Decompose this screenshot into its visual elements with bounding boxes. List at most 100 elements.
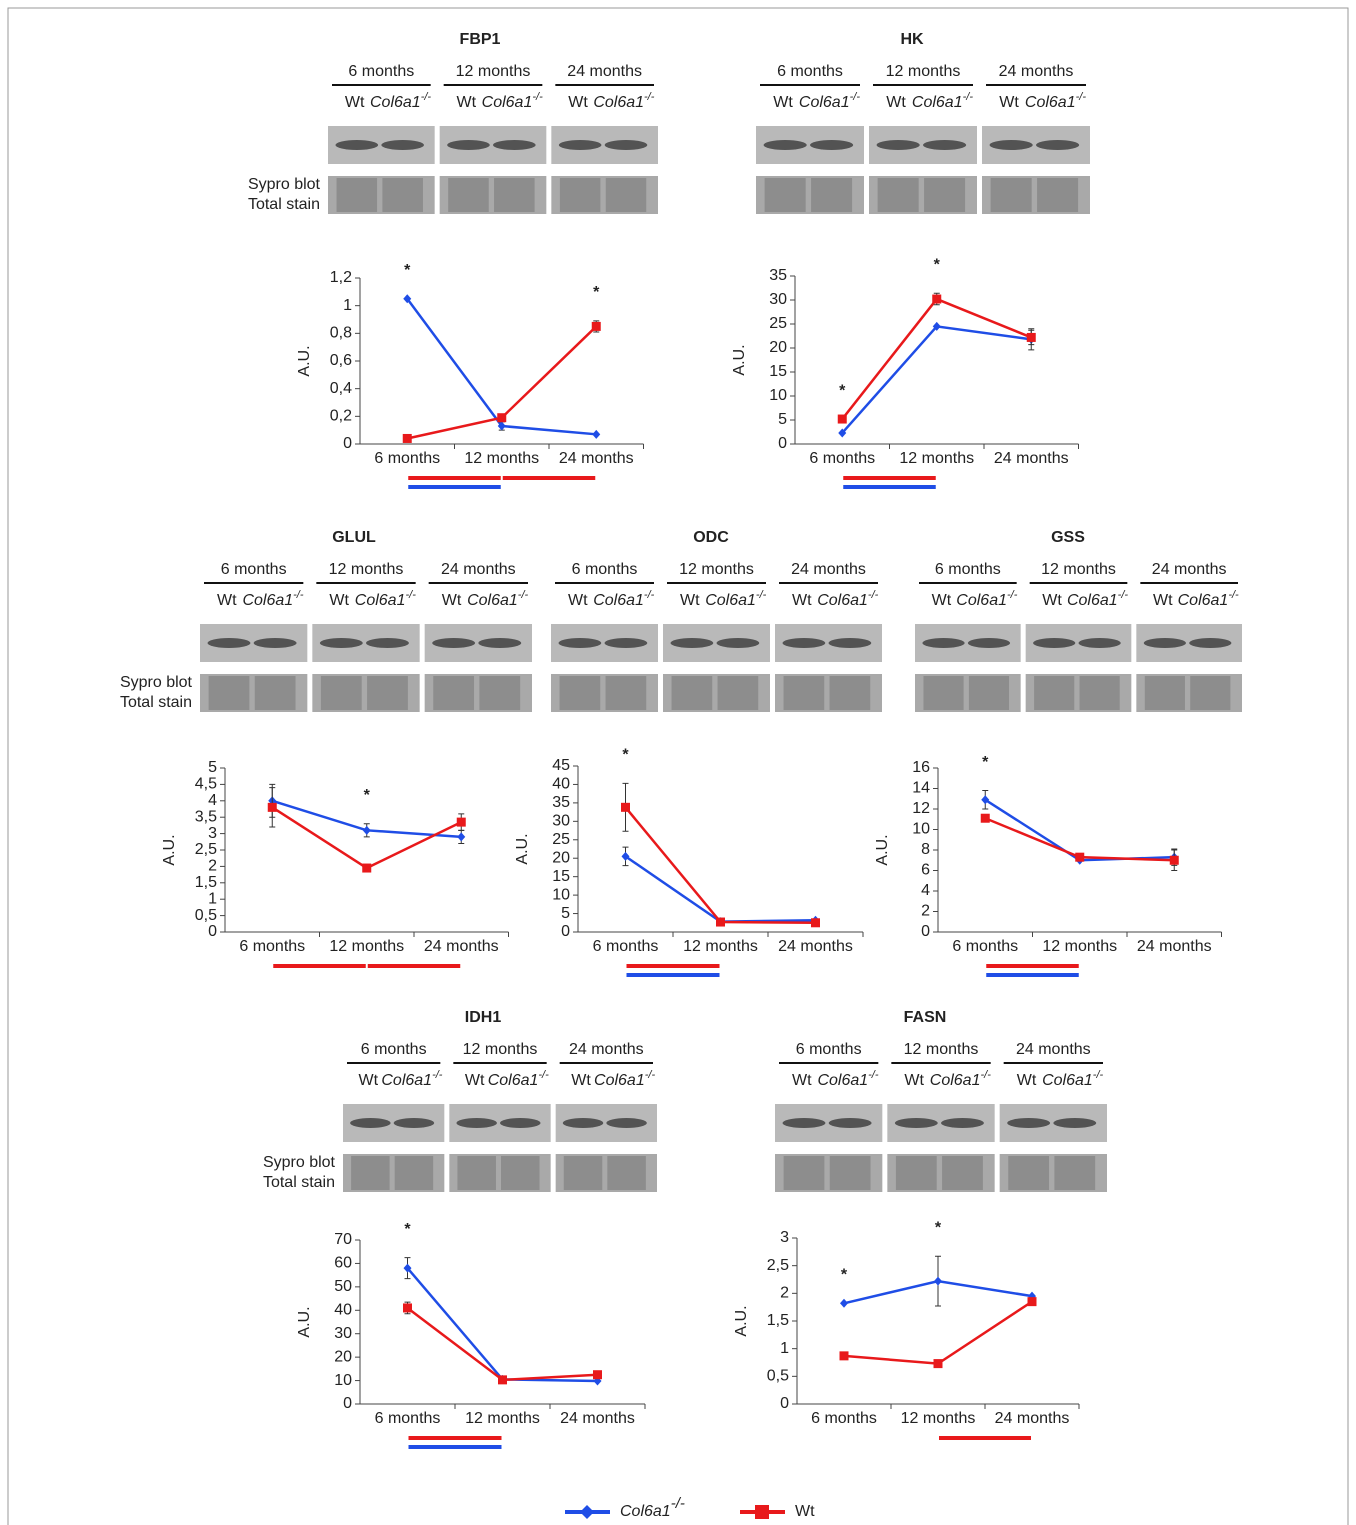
- stain-lane: [209, 676, 250, 710]
- blot-band: [447, 140, 490, 150]
- blot-band: [478, 638, 521, 648]
- panel-title: IDH1: [465, 1009, 502, 1026]
- x-tick-label: 12 months: [464, 450, 539, 467]
- blot-group-label: 6 months: [361, 1041, 427, 1058]
- stain-lane: [367, 676, 408, 710]
- y-tick-label: 3: [780, 1229, 789, 1246]
- lane-label: Wt: [1153, 592, 1173, 609]
- y-tick-label: 0: [343, 435, 352, 452]
- marker-square: [1027, 333, 1036, 342]
- y-tick-label: 1: [780, 1340, 789, 1357]
- stain-lane: [606, 676, 647, 710]
- y-axis-label: A.U.: [296, 345, 313, 376]
- lane-label: Wt: [1042, 592, 1062, 609]
- y-tick-label: 8: [921, 841, 930, 858]
- x-tick-label: 24 months: [1137, 938, 1212, 955]
- stain-lane: [321, 676, 362, 710]
- stain-lane: [969, 676, 1009, 710]
- legend-marker: [580, 1505, 594, 1519]
- stain-lane: [1054, 1156, 1095, 1190]
- x-tick-label: 24 months: [994, 450, 1069, 467]
- blot-band: [559, 140, 602, 150]
- y-tick-label: 2,5: [767, 1257, 789, 1274]
- blot-band: [829, 638, 872, 648]
- lane-label-name: Col6a1: [370, 94, 421, 111]
- x-tick-label: 24 months: [995, 1410, 1070, 1427]
- y-axis-label: A.U.: [514, 833, 531, 864]
- y-tick-label: 2: [921, 903, 930, 920]
- x-tick-label: 24 months: [424, 938, 499, 955]
- marker-square: [1028, 1297, 1037, 1306]
- stain-lane: [457, 1156, 496, 1190]
- blot-group-label: 24 months: [567, 63, 642, 80]
- y-tick-label: 14: [912, 780, 930, 797]
- panel-title: HK: [900, 31, 924, 48]
- blot-band: [1189, 638, 1231, 648]
- blot-band: [1033, 638, 1075, 648]
- y-tick-label: 0: [780, 1395, 789, 1412]
- y-tick-label: 0: [921, 923, 930, 940]
- y-tick-label: 0: [343, 1395, 352, 1412]
- blot-group-label: 12 months: [329, 561, 404, 578]
- stain-lane: [395, 1156, 434, 1190]
- lane-label: Wt: [904, 1072, 924, 1089]
- y-tick-label: 40: [334, 1302, 352, 1319]
- blot-band: [456, 1118, 497, 1128]
- stain-lane: [337, 178, 378, 212]
- lane-label: Col6a1-/-: [593, 589, 654, 609]
- lane-label: Wt: [792, 592, 812, 609]
- series-line: [272, 807, 461, 868]
- blot-band: [829, 1118, 872, 1128]
- significance-asterisk: *: [593, 284, 600, 301]
- blot-band: [500, 1118, 541, 1128]
- blot-band: [783, 1118, 826, 1128]
- stain-lane: [560, 178, 601, 212]
- x-tick-label: 24 months: [560, 1410, 635, 1427]
- y-tick-label: 15: [552, 868, 570, 885]
- blot-band: [1144, 638, 1186, 648]
- blot-group-label: 24 months: [791, 561, 866, 578]
- lane-label: Wt: [568, 592, 588, 609]
- lane-label-sup: -/-: [868, 589, 879, 601]
- blot-group-label: 12 months: [456, 63, 531, 80]
- stain-label: Total stain: [263, 1174, 335, 1191]
- lane-label: Col6a1-/-: [1067, 589, 1128, 609]
- y-tick-label: 25: [552, 831, 570, 848]
- y-tick-label: 35: [552, 794, 570, 811]
- blot-band: [941, 1118, 984, 1128]
- lane-label-name: Col6a1: [1042, 1072, 1093, 1089]
- y-tick-label: 30: [769, 291, 787, 308]
- blot-group-label: 6 months: [221, 561, 287, 578]
- lane-label: Wt: [442, 592, 462, 609]
- significance-asterisk: *: [404, 1221, 411, 1238]
- y-tick-label: 0: [561, 923, 570, 940]
- series-line: [842, 326, 1031, 433]
- blot-band: [782, 638, 825, 648]
- series-line: [626, 807, 816, 922]
- y-tick-label: 2: [208, 858, 217, 875]
- lane-label-sup: -/-: [756, 589, 767, 601]
- lane-label-name: Col6a1: [467, 592, 518, 609]
- blot-band: [1053, 1118, 1096, 1128]
- stain-lane: [255, 676, 296, 710]
- legend-label-sup: -/-: [671, 1495, 685, 1512]
- y-tick-label: 35: [769, 267, 787, 284]
- marker-square: [1075, 853, 1084, 862]
- x-tick-label: 6 months: [375, 1410, 441, 1427]
- y-tick-label: 1: [208, 890, 217, 907]
- stain-lane: [494, 178, 535, 212]
- lane-label: Wt: [359, 1072, 379, 1089]
- significance-asterisk: *: [841, 1267, 848, 1284]
- blot-group-label: 6 months: [796, 1041, 862, 1058]
- marker-square: [621, 803, 630, 812]
- blot-band: [895, 1118, 938, 1128]
- marker-square: [268, 803, 277, 812]
- lane-label: Wt: [680, 592, 700, 609]
- y-tick-label: 10: [912, 821, 930, 838]
- lane-label: Wt: [773, 94, 793, 111]
- stain-label: Total stain: [120, 694, 192, 711]
- lane-label-name: Col6a1: [817, 1072, 868, 1089]
- blot-band: [605, 638, 648, 648]
- y-tick-label: 25: [769, 315, 787, 332]
- marker-square: [932, 295, 941, 304]
